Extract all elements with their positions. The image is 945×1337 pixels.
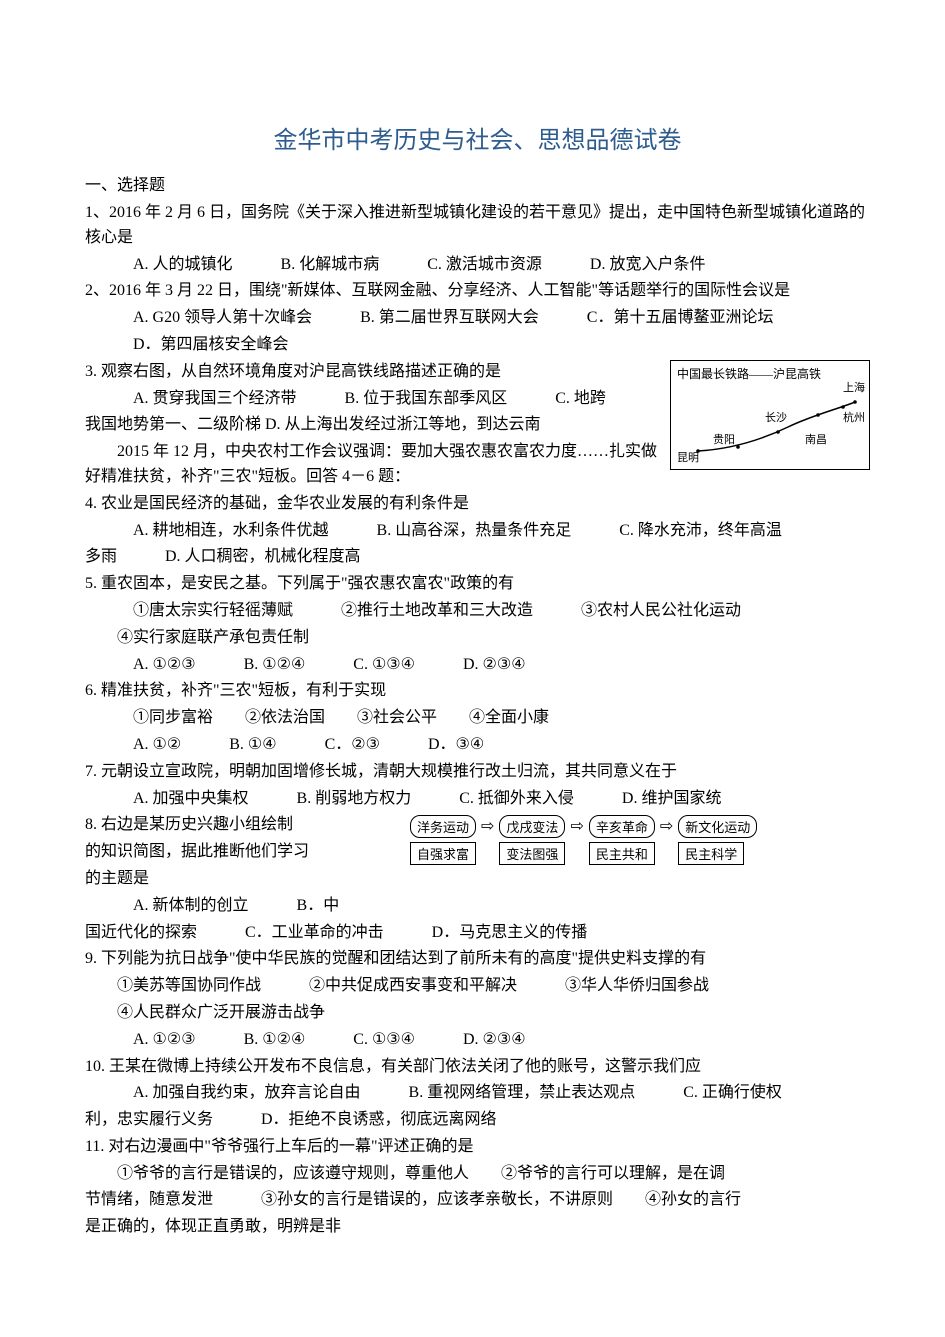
flow-box: 洋务运动 (410, 815, 476, 838)
q9-items-a: ①美苏等国协同作战 ②中共促成西安事变和平解决 ③华人华侨归国参战 (85, 974, 870, 999)
q2-options-a: A. G20 领导人第十次峰会 B. 第二届世界互联网大会 C．第十五届博鳌亚洲… (85, 306, 870, 331)
q5-stem: 5. 重农固本，是安民之基。下列属于"强农惠农富农"政策的有 (85, 572, 870, 597)
q10-stem: 10. 王某在微博上持续公开发布不良信息，有关部门依法关闭了他的账号，这警示我们… (85, 1055, 870, 1080)
q11-items-a: ①爷爷的言行是错误的，应该遵守规则，尊重他人 ②爷爷的言行可以理解，是在调 (85, 1162, 870, 1187)
q6-items: ①同步富裕 ②依法治国 ③社会公平 ④全面小康 (85, 706, 870, 731)
map-box: 中国最长铁路——沪昆高铁 上海 杭州 南昌 长沙 贵阳 昆明 (670, 360, 870, 470)
q8-stem-c: 的主题是 (85, 867, 870, 892)
q9-items-b: ④人民群众广泛开展游击战争 (85, 1001, 870, 1026)
q5-options: A. ①②③ B. ①②④ C. ①③④ D. ②③④ (85, 653, 870, 678)
q4-options-b: 多雨 D. 人口稠密，机械化程度高 (85, 545, 870, 570)
flow-diagram: 洋务运动 ⇨ 戊戌变法 ⇨ 辛亥革命 ⇨ 新文化运动 自强求富 ⇨ 变法图强 ⇨… (410, 815, 870, 869)
q11-items-b: 节情绪，随意发泄 ③孙女的言行是错误的，应该孝亲敬长，不讲原则 ④孙女的言行 (85, 1188, 870, 1213)
q11-items-c: 是正确的，体现正直勇敢，明辨是非 (85, 1215, 870, 1240)
q5-items-a: ①唐太宗实行轻徭薄赋 ②推行土地改革和三大改造 ③农村人民公社化运动 (85, 599, 870, 624)
q1-stem: 1、2016 年 2 月 6 日，国务院《关于深入推进新型城镇化建设的若干意见》… (85, 201, 870, 251)
section-heading: 一、选择题 (85, 171, 870, 195)
city-guiyang: 贵阳 (713, 431, 735, 447)
q1-options: A. 人的城镇化 B. 化解城市病 C. 激活城市资源 D. 放宽入户条件 (85, 253, 870, 278)
flow-box: 辛亥革命 (589, 815, 655, 838)
rail-line-icon (693, 399, 861, 459)
flow-box: 民主共和 (589, 842, 655, 865)
q10-options-b: 利，忠实履行义务 D．拒绝不良诱惑，彻底远离网络 (85, 1108, 870, 1133)
q10-options-a: A. 加强自我约束，放弃言论自由 B. 重视网络管理，禁止表达观点 C. 正确行… (85, 1081, 870, 1106)
arrow-icon: ⇨ (480, 819, 495, 835)
flow-box: 自强求富 (410, 842, 476, 865)
q6-options: A. ①② B. ①④ C．②③ D．③④ (85, 733, 870, 758)
flow-row-bottom: 自强求富 ⇨ 变法图强 ⇨ 民主共和 ⇨ 民主科学 (410, 842, 870, 865)
flow-box: 民主科学 (678, 842, 744, 865)
arrow-icon: ⇨ (659, 819, 674, 835)
q8-options-a: A. 新体制的创立 B．中 (85, 894, 870, 919)
q9-options: A. ①②③ B. ①②④ C. ①③④ D. ②③④ (85, 1028, 870, 1053)
flow-row-top: 洋务运动 ⇨ 戊戌变法 ⇨ 辛亥革命 ⇨ 新文化运动 (410, 815, 870, 838)
q7-stem: 7. 元朝设立宣政院，明朝加固增修长城，清朝大规模推行改土归流，其共同意义在于 (85, 760, 870, 785)
q8-options-b: 国近代化的探索 C．工业革命的冲击 D．马克思主义的传播 (85, 921, 870, 946)
q4-stem: 4. 农业是国民经济的基础，金华农业发展的有利条件是 (85, 492, 870, 517)
q11-stem: 11. 对右边漫画中"爷爷强行上车后的一幕"评述正确的是 (85, 1135, 870, 1160)
city-hangzhou: 杭州 (843, 409, 865, 425)
q2-stem: 2、2016 年 3 月 22 日，围绕"新媒体、互联网金融、分享经济、人工智能… (85, 279, 870, 304)
q2-options-b: D．第四届核安全峰会 (85, 333, 870, 358)
flow-box: 新文化运动 (678, 815, 757, 838)
flow-box: 变法图强 (499, 842, 565, 865)
q7-options: A. 加强中央集权 B. 削弱地方权力 C. 抵御外来入侵 D. 维护国家统 (85, 787, 870, 812)
flow-box: 戊戌变法 (499, 815, 565, 838)
city-changsha: 长沙 (765, 409, 787, 425)
q5-items-b: ④实行家庭联产承包责任制 (85, 626, 870, 651)
q4-options-a: A. 耕地相连，水利条件优越 B. 山高谷深，热量条件充足 C. 降水充沛，终年… (85, 519, 870, 544)
q1-stem-text: 1、2016 年 2 月 6 日，国务院《关于深入推进新型城镇化建设的若干意见》… (85, 204, 865, 246)
map-figure: 中国最长铁路——沪昆高铁 上海 杭州 南昌 长沙 贵阳 昆明 (670, 360, 870, 470)
q6-stem: 6. 精准扶贫，补齐"三农"短板，有利于实现 (85, 679, 870, 704)
city-shanghai: 上海 (843, 379, 865, 395)
map-title: 中国最长铁路——沪昆高铁 (677, 365, 821, 382)
q9-stem: 9. 下列能为抗日战争"使中华民族的觉醒和团结达到了前所未有的高度"提供史料支撑… (85, 947, 870, 972)
city-kunming: 昆明 (677, 449, 699, 465)
arrow-icon: ⇨ (569, 819, 584, 835)
page-title: 金华市中考历史与社会、思想品德试卷 (85, 120, 870, 155)
city-nanchang: 南昌 (805, 431, 827, 447)
